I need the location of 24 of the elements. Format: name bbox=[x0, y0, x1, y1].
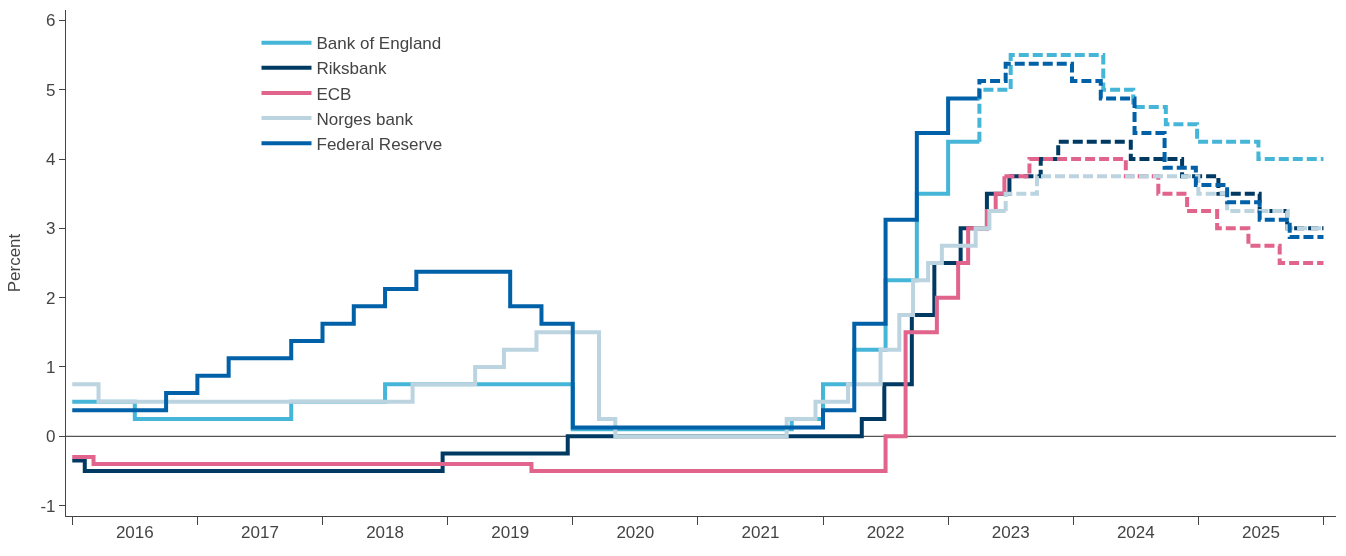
x-tick-label: 2019 bbox=[491, 522, 530, 542]
x-tick-label: 2016 bbox=[115, 522, 154, 542]
x-tick-label: 2020 bbox=[616, 522, 655, 542]
y-tick-label: 1 bbox=[46, 357, 56, 377]
x-tick-label: 2022 bbox=[866, 522, 905, 542]
legend-label: Federal Reserve bbox=[316, 134, 443, 154]
y-tick-label: 6 bbox=[46, 11, 56, 31]
y-axis-title: Percent bbox=[4, 233, 24, 293]
x-tick-label: 2021 bbox=[741, 522, 780, 542]
x-tick-label: 2023 bbox=[991, 522, 1030, 542]
y-tick-label: 2 bbox=[46, 288, 56, 308]
x-tick-label: 2018 bbox=[366, 522, 404, 542]
x-tick-label: 2025 bbox=[1242, 522, 1280, 542]
y-tick-label: 0 bbox=[46, 427, 56, 447]
y-tick-label: 5 bbox=[46, 80, 56, 100]
legend-label: Bank of England bbox=[316, 34, 442, 54]
y-tick-label: 3 bbox=[46, 219, 56, 239]
legend-label: Riksbank bbox=[316, 59, 387, 79]
legend-label: Norges bank bbox=[316, 109, 414, 129]
x-tick-label: 2024 bbox=[1116, 522, 1155, 542]
y-tick-label: 4 bbox=[46, 149, 56, 169]
x-tick-label: 2017 bbox=[241, 522, 279, 542]
legend-label: ECB bbox=[316, 84, 352, 104]
y-tick-label: -1 bbox=[40, 496, 56, 516]
